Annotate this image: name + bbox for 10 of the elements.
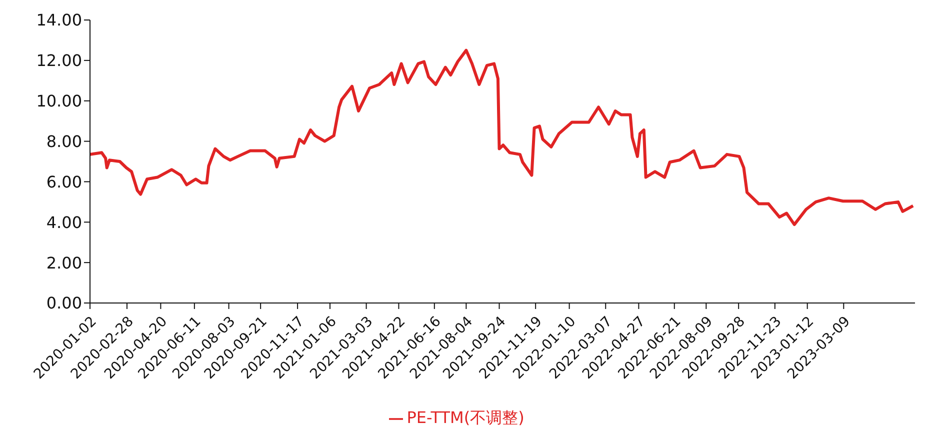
legend-label: PE-TTM(不调整) — [406, 408, 524, 427]
y-tick-label: 0.00 — [46, 294, 82, 313]
y-tick-label: 6.00 — [46, 172, 82, 192]
y-tick-label: 10.00 — [36, 92, 82, 111]
y-tick-label: 12.00 — [36, 51, 82, 70]
y-tick-label: 14.00 — [36, 10, 82, 30]
y-tick-label: 2.00 — [46, 253, 82, 272]
line-series — [90, 48, 915, 226]
y-tick-label: 8.00 — [46, 132, 82, 151]
y-tick-label: 4.00 — [46, 212, 82, 232]
